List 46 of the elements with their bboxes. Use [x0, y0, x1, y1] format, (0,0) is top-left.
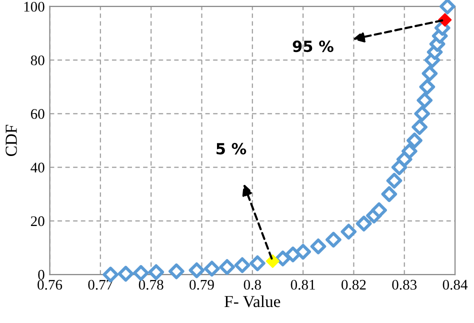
point: [422, 66, 438, 82]
point: [416, 92, 433, 108]
point: [406, 132, 422, 148]
x-axis-title: F- Value: [224, 295, 280, 308]
point: [118, 266, 134, 282]
x-tick-label: 0.8: [244, 280, 261, 290]
y-tick-label: 80: [30, 55, 44, 66]
point: [419, 78, 436, 95]
y-tick-label: 40: [30, 162, 44, 173]
point: [168, 263, 184, 280]
x-tick-label: 0.76: [38, 280, 62, 290]
point: [310, 238, 326, 254]
point: [381, 186, 398, 202]
y-tick-label: 20: [30, 216, 44, 226]
point: [234, 257, 250, 274]
point: [438, 13, 452, 27]
x-tick-label: 0.83: [392, 280, 417, 290]
x-tick-label: 0.81: [290, 280, 315, 290]
point: [371, 202, 387, 218]
y-tick-label: 100: [24, 2, 44, 12]
y-tick-label: 60: [30, 109, 44, 119]
x-tick-label: 0.84: [442, 280, 468, 290]
point: [386, 172, 402, 189]
annotation: 95 %: [292, 40, 334, 52]
x-tick-label: 0.79: [190, 280, 214, 290]
point: [188, 262, 205, 278]
point: [340, 224, 357, 240]
point: [295, 244, 311, 260]
point: [402, 143, 418, 160]
point: [266, 254, 280, 268]
point: [326, 232, 342, 248]
point: [356, 216, 372, 232]
point: [219, 259, 235, 275]
point: [133, 265, 149, 281]
y-axis-title: CDF: [6, 124, 17, 156]
point: [148, 264, 164, 280]
x-tick-label: 0.82: [342, 280, 366, 290]
y-tick-label: 0: [38, 270, 44, 280]
x-tick-label: 0.78: [138, 280, 164, 290]
point: [412, 119, 428, 135]
point: [285, 246, 301, 262]
point: [440, 0, 456, 14]
point: [204, 260, 220, 277]
point: [414, 106, 430, 122]
annotation: 5 %: [216, 142, 246, 154]
point: [250, 255, 266, 272]
